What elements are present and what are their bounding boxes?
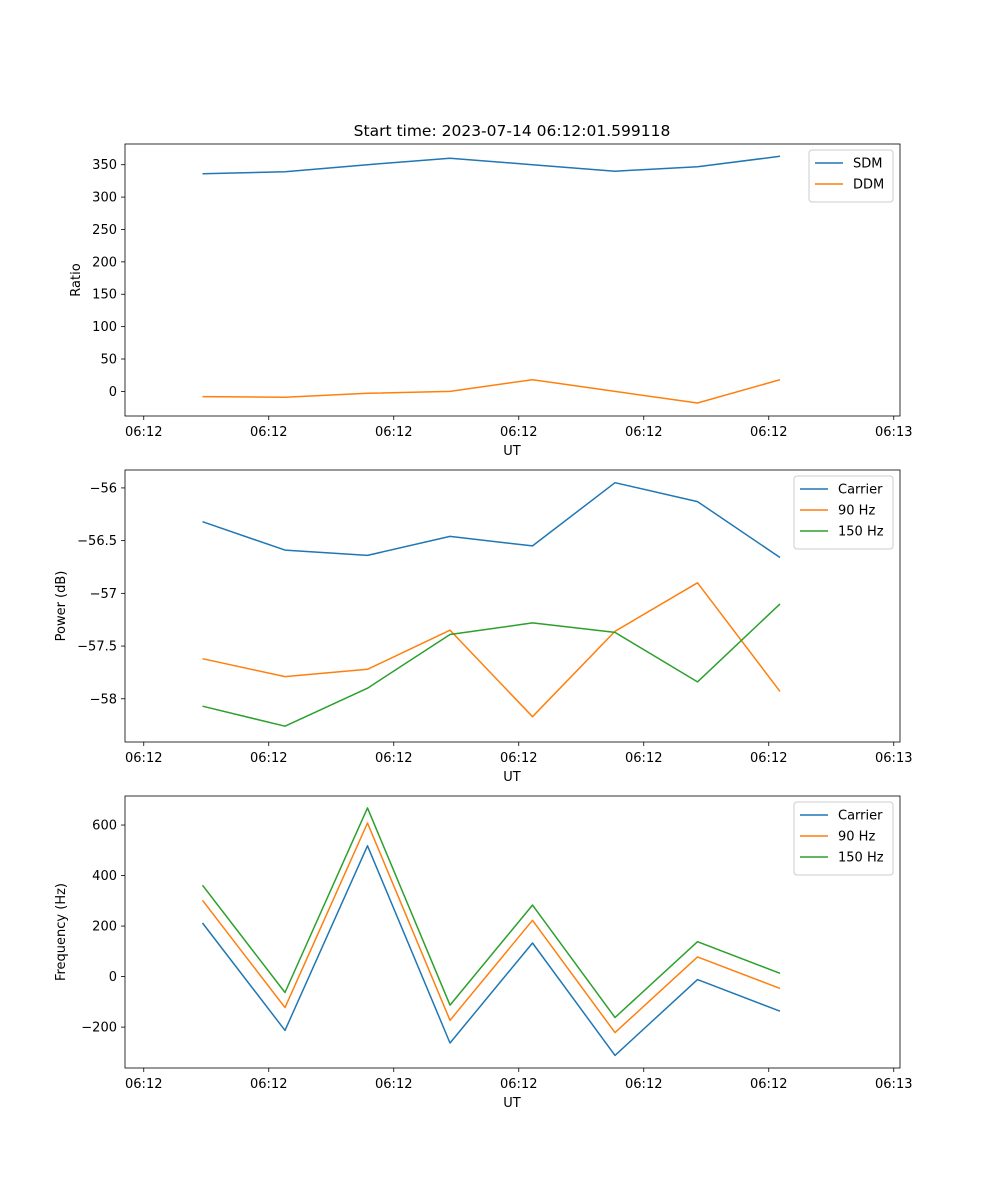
- x-tick-label: 06:12: [250, 425, 287, 440]
- x-tick-label: 06:12: [125, 425, 162, 440]
- figure-title: Start time: 2023-07-14 06:12:01.599118: [354, 122, 671, 140]
- y-tick-label: −57.5: [77, 640, 117, 655]
- legend-label: 90 Hz: [838, 504, 875, 519]
- legend-label: DDM: [853, 178, 884, 193]
- y-tick-label: −56: [90, 481, 117, 496]
- legend-label: SDM: [853, 157, 882, 172]
- x-tick-label: 06:13: [875, 1077, 912, 1092]
- legend-label: 90 Hz: [838, 830, 875, 845]
- legend: Carrier 90 Hz 150 Hz: [793, 801, 894, 876]
- x-tick-label: 06:12: [125, 1077, 162, 1092]
- x-tick-label: 06:12: [625, 1077, 662, 1092]
- y-tick-label: 400: [92, 869, 117, 884]
- y-tick-label: −56.5: [77, 534, 117, 549]
- y-tick-label: 350: [92, 158, 117, 173]
- x-axis-label: UT: [503, 1096, 521, 1111]
- panel-power: 06:12 06:12 06:12 06:12 06:12 06:12 06:13 −58 −5…: [54, 469, 912, 785]
- x-tick-label: 06:12: [625, 425, 662, 440]
- axes-frame: [124, 469, 901, 743]
- axes-frame: [124, 795, 901, 1069]
- series-line-power-150-hz: [202, 603, 781, 727]
- x-tick-label: 06:12: [125, 751, 162, 766]
- y-tick-label: 300: [92, 191, 117, 206]
- x-tick-label: 06:12: [375, 425, 412, 440]
- y-tick-label: 200: [92, 920, 117, 935]
- y-axis-label: Frequency (Hz): [54, 883, 69, 981]
- y-axis-label: Ratio: [69, 263, 84, 296]
- legend: Carrier 90 Hz 150 Hz: [793, 475, 894, 550]
- x-tick-label: 06:12: [375, 751, 412, 766]
- y-axis-label: Power (dB): [54, 571, 69, 642]
- panels: 06:12 06:12 06:12 06:12 06:12 06:12 06:13 0 50 10…: [54, 143, 912, 1111]
- y-tick-label: 100: [92, 320, 117, 335]
- y-tick-label: −58: [90, 692, 117, 707]
- y-tick-label: 250: [92, 223, 117, 238]
- x-axis-label: UT: [503, 444, 521, 459]
- y-tick-label: 150: [92, 288, 117, 303]
- x-tick-label: 06:12: [500, 751, 537, 766]
- x-tick-label: 06:12: [500, 1077, 537, 1092]
- series-line-frequency-150-hz: [201, 807, 781, 1019]
- x-tick-label: 06:13: [875, 425, 912, 440]
- series-line-frequency-carrier: [201, 845, 781, 1057]
- x-tick-label: 06:12: [250, 1077, 287, 1092]
- legend: SDM DDM: [808, 149, 894, 203]
- y-tick-label: 200: [92, 255, 117, 270]
- x-tick-label: 06:13: [875, 751, 912, 766]
- legend-label: 150 Hz: [838, 851, 884, 866]
- series-line-ratio-sdm: [202, 155, 781, 175]
- x-tick-label: 06:12: [750, 1077, 787, 1092]
- y-tick-label: −200: [81, 1021, 117, 1036]
- y-tick-label: 50: [100, 353, 117, 368]
- x-tick-label: 06:12: [250, 751, 287, 766]
- y-tick-label: −57: [90, 587, 117, 602]
- y-tick-label: 600: [92, 819, 117, 834]
- series-line-power-carrier: [202, 481, 781, 559]
- legend-label: Carrier: [838, 809, 883, 824]
- legend-label: 150 Hz: [838, 525, 884, 540]
- series-line-power-90-hz: [202, 582, 781, 718]
- series-line-ratio-ddm: [202, 378, 781, 404]
- x-tick-label: 06:12: [750, 751, 787, 766]
- y-tick-label: 0: [109, 385, 117, 400]
- axes-frame: [124, 143, 901, 417]
- panel-ratio: 06:12 06:12 06:12 06:12 06:12 06:12 06:13 0 50 10…: [69, 143, 912, 459]
- legend-label: Carrier: [838, 483, 883, 498]
- panel-frequency: 06:12 06:12 06:12 06:12 06:12 06:12 06:13 −200 0…: [54, 795, 912, 1111]
- x-tick-label: 06:12: [500, 425, 537, 440]
- x-tick-label: 06:12: [375, 1077, 412, 1092]
- x-tick-label: 06:12: [625, 751, 662, 766]
- series-line-frequency-90-hz: [201, 822, 781, 1034]
- x-tick-label: 06:12: [750, 425, 787, 440]
- y-tick-label: 0: [109, 970, 117, 985]
- x-axis-label: UT: [503, 770, 521, 785]
